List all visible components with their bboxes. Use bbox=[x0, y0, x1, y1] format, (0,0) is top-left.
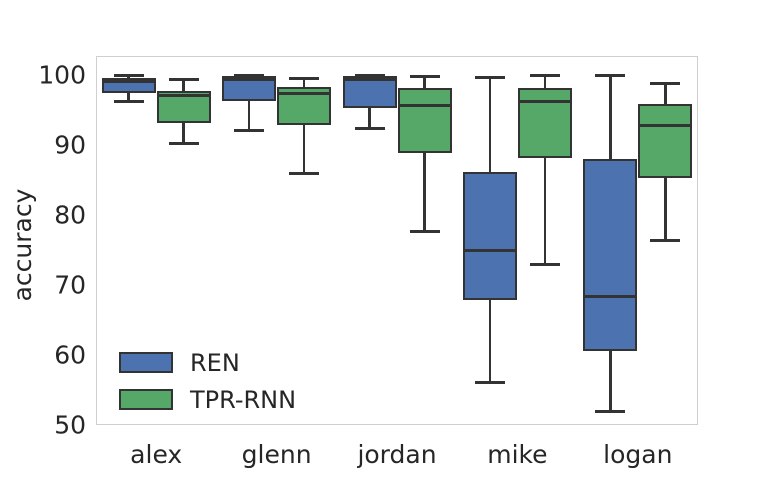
box-TPR-RNN-jordan-cap-min bbox=[409, 229, 440, 233]
box-TPR-RNN-logan-cap-min bbox=[650, 239, 681, 243]
box-TPR-RNN-logan bbox=[638, 104, 693, 178]
box-TPR-RNN-logan-median bbox=[638, 123, 693, 127]
box-TPR-RNN-glenn-whisker bbox=[302, 78, 306, 174]
box-TPR-RNN-jordan-whisker bbox=[423, 76, 426, 232]
box-REN-jordan-median bbox=[342, 78, 397, 82]
box-TPR-RNN-mike-median bbox=[517, 100, 572, 103]
box-TPR-RNN-mike-whisker bbox=[543, 75, 547, 265]
box-TPR-RNN-jordan bbox=[397, 88, 452, 153]
box-TPR-RNN-glenn-cap-min bbox=[289, 172, 320, 176]
box-REN-logan-cap-min bbox=[595, 410, 626, 414]
legend-entry-REN: REN bbox=[119, 344, 296, 381]
x-tick-label: jordan bbox=[357, 440, 437, 469]
legend-label: TPR-RNN bbox=[190, 385, 297, 414]
legend-swatch-TPR-RNN bbox=[119, 389, 173, 410]
box-TPR-RNN-jordan-cap-max bbox=[409, 74, 440, 78]
x-tick-label: mike bbox=[487, 440, 548, 469]
box-TPR-RNN-alex-median bbox=[156, 94, 211, 98]
box-TPR-RNN-alex-cap-min bbox=[168, 142, 199, 146]
x-tick-label: glenn bbox=[241, 440, 312, 469]
box-TPR-RNN-jordan-median bbox=[397, 103, 452, 107]
box-REN-mike-cap-min bbox=[474, 380, 505, 384]
box-REN-glenn-median bbox=[222, 78, 277, 82]
y-tick-label: 90 bbox=[54, 130, 86, 160]
x-tick-label: alex bbox=[130, 440, 183, 469]
box-REN-mike bbox=[462, 171, 517, 300]
box-TPR-RNN-mike-cap-min bbox=[529, 263, 560, 267]
box-REN-glenn-cap-min bbox=[234, 129, 265, 133]
box-TPR-RNN-glenn-median bbox=[277, 92, 332, 96]
box-REN-glenn-cap-max bbox=[234, 74, 265, 78]
y-tick-label: 70 bbox=[54, 270, 86, 300]
box-TPR-RNN-mike-cap-max bbox=[529, 74, 560, 78]
y-tick-label: 60 bbox=[54, 340, 86, 370]
legend-entry-TPR-RNN: TPR-RNN bbox=[119, 381, 296, 418]
box-REN-logan-median bbox=[583, 295, 638, 299]
box-TPR-RNN-glenn-cap-max bbox=[289, 76, 320, 80]
box-TPR-RNN-logan-cap-max bbox=[650, 81, 681, 85]
box-REN-alex-cap-min bbox=[113, 100, 144, 103]
x-tick-label: logan bbox=[603, 440, 673, 469]
y-tick-label: 80 bbox=[54, 200, 86, 230]
box-REN-mike-median bbox=[462, 249, 517, 253]
box-REN-mike-cap-max bbox=[474, 75, 505, 79]
box-REN-glenn-whisker bbox=[247, 75, 251, 131]
box-REN-logan bbox=[583, 158, 638, 352]
box-TPR-RNN-alex-cap-max bbox=[168, 78, 199, 82]
legend-label: REN bbox=[190, 348, 240, 377]
legend: REN TPR-RNN bbox=[119, 344, 296, 418]
box-REN-jordan-cap-min bbox=[354, 127, 385, 131]
box-REN-alex-median bbox=[101, 79, 156, 83]
box-TPR-RNN-mike bbox=[517, 87, 572, 159]
y-tick-label: 100 bbox=[38, 60, 86, 90]
box-REN-alex-cap-max bbox=[113, 74, 144, 78]
y-tick-label: 50 bbox=[54, 410, 86, 440]
box-REN-logan-cap-max bbox=[595, 74, 626, 78]
legend-swatch-REN bbox=[119, 352, 173, 373]
